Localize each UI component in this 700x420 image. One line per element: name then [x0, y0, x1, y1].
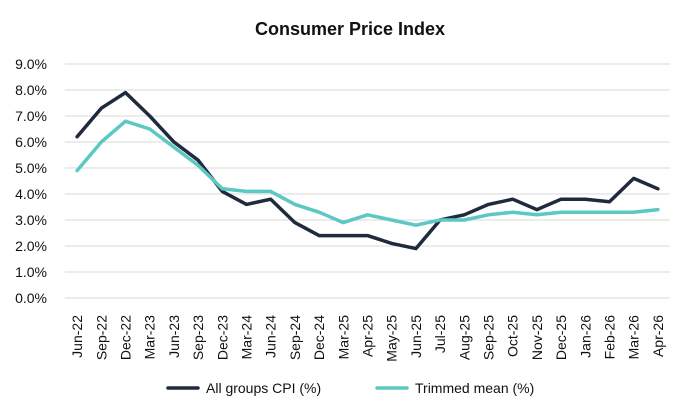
- x-tick-label: Jun-25: [408, 315, 424, 358]
- x-tick-label: Mar-24: [239, 315, 255, 360]
- x-tick-label: Nov-25: [529, 315, 545, 360]
- x-axis: Jun-22 Sep-22 Dec-22 Mar-23 Jun-23 Sep-23 Dec-…: [69, 315, 666, 362]
- y-tick-label: 7.0%: [15, 108, 47, 124]
- x-tick-label: Dec-23: [214, 315, 230, 360]
- x-tick-label: Sep-24: [287, 315, 303, 360]
- x-tick-label: Dec-24: [311, 315, 327, 360]
- x-tick-label: Jun-24: [263, 315, 279, 358]
- y-tick-label: 0.0%: [15, 290, 47, 306]
- x-tick-label: Dec-22: [118, 315, 134, 360]
- y-tick-label: 4.0%: [15, 186, 47, 202]
- series-line-1: [75, 90, 660, 251]
- x-tick-label: Feb-26: [602, 315, 618, 360]
- x-tick-label: Apr-26: [650, 315, 666, 357]
- x-tick-label: Jun-23: [166, 315, 182, 358]
- x-tick-label: Dec-25: [553, 315, 569, 360]
- x-tick-label: Mar-26: [626, 315, 642, 360]
- x-tick-label: May-25: [384, 315, 400, 362]
- series-line-2: [75, 119, 660, 227]
- y-axis: 0.0% 1.0% 2.0% 3.0% 4.0% 5.0% 6.0% 7.0% 8.0% 9.0%: [15, 56, 47, 306]
- legend: All groups CPI (%) Trimmed mean (%): [166, 380, 534, 396]
- series-lines: [75, 90, 660, 251]
- x-tick-label: Sep-25: [481, 315, 497, 360]
- x-tick-label: Aug-25: [456, 315, 472, 360]
- x-tick-label: Mar-25: [335, 315, 351, 360]
- legend-label-2: Trimmed mean (%): [415, 380, 534, 396]
- x-tick-label: Jan-26: [577, 315, 593, 358]
- y-tick-label: 2.0%: [15, 238, 47, 254]
- y-tick-label: 6.0%: [15, 134, 47, 150]
- x-tick-label: Apr-25: [360, 315, 376, 357]
- y-tick-label: 5.0%: [15, 160, 47, 176]
- gridlines: [65, 63, 670, 299]
- x-tick-label: Sep-22: [93, 315, 109, 360]
- legend-label-1: All groups CPI (%): [206, 380, 321, 396]
- x-tick-label: Sep-23: [190, 315, 206, 360]
- chart-title: Consumer Price Index: [255, 19, 445, 39]
- y-tick-label: 3.0%: [15, 212, 47, 228]
- y-tick-label: 8.0%: [15, 82, 47, 98]
- x-tick-label: Mar-23: [142, 315, 158, 360]
- x-tick-label: Oct-25: [505, 315, 521, 357]
- x-tick-label: Jul-25: [432, 315, 448, 353]
- y-tick-label: 1.0%: [15, 264, 47, 280]
- x-tick-label: Jun-22: [69, 315, 85, 358]
- y-tick-label: 9.0%: [15, 56, 47, 72]
